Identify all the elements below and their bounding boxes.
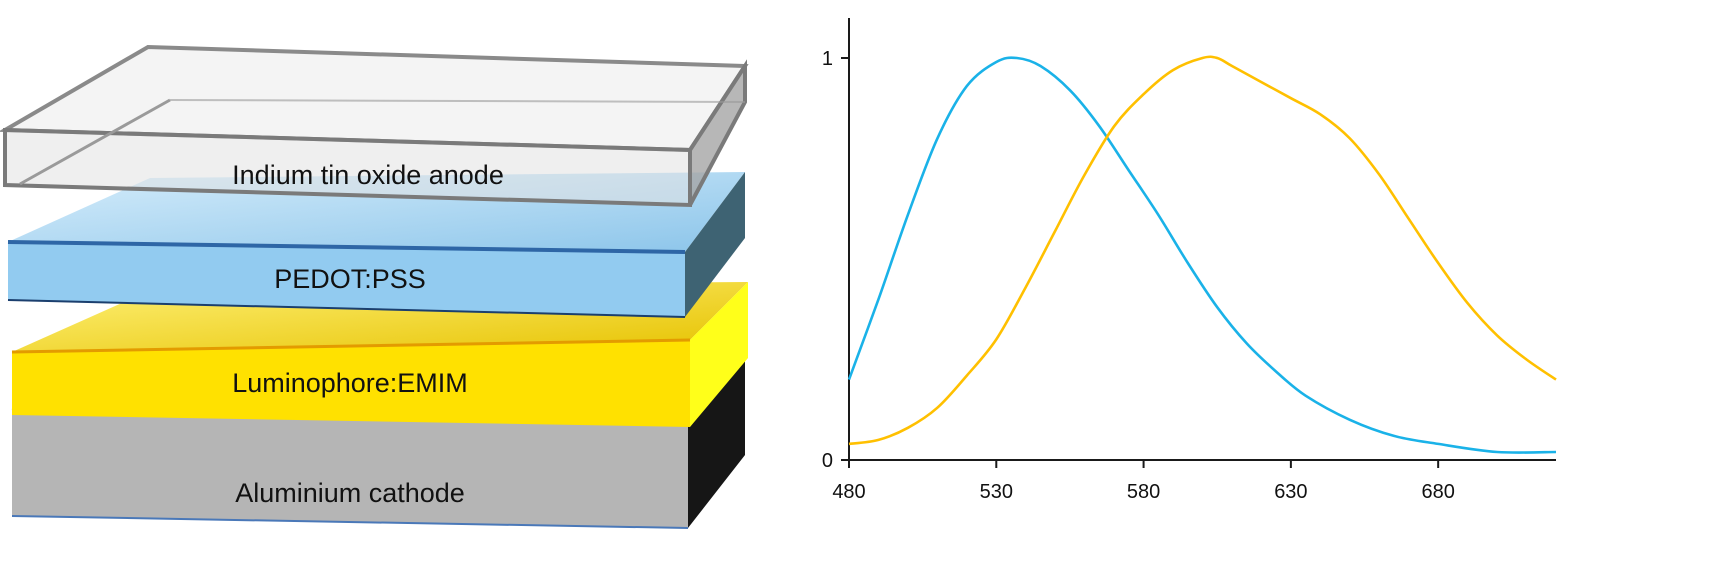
x-tick-label: 530	[980, 481, 1013, 503]
x-tick-label: 580	[1127, 481, 1160, 503]
series-line-2	[848, 55, 1557, 446]
device-stack: Aluminium cathode Luminophore:EMIM PEDOT…	[0, 44, 749, 529]
x-tick-label: 630	[1274, 481, 1307, 503]
layer-label-aluminium-cathode: Aluminium cathode	[235, 478, 465, 508]
y-ticks: 01	[822, 48, 849, 472]
x-tick-label: 680	[1421, 481, 1454, 503]
series-line-1	[847, 56, 1557, 454]
y-tick-label: 1	[822, 48, 833, 70]
y-tick-label: 0	[822, 450, 833, 472]
emission-spectrum-chart: 480 530 580 630 680 01	[822, 18, 1557, 503]
series-layer	[847, 55, 1557, 454]
layer-label-pedot-pss: PEDOT:PSS	[274, 264, 426, 294]
ito-anode-layer: Indium tin oxide anode	[0, 44, 749, 208]
x-tick-label: 480	[832, 481, 865, 503]
x-ticks: 480 530 580 630 680	[832, 460, 1455, 503]
layer-label-ito-anode: Indium tin oxide anode	[232, 160, 504, 190]
layer-label-luminophore: Luminophore:EMIM	[232, 368, 468, 398]
